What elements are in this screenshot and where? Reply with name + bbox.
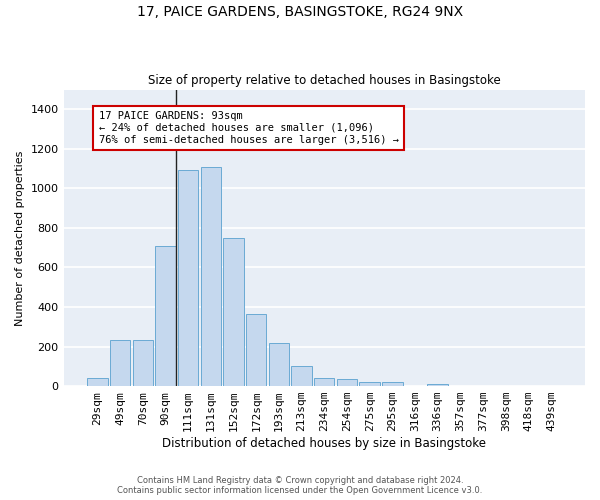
X-axis label: Distribution of detached houses by size in Basingstoke: Distribution of detached houses by size … [162,437,486,450]
Bar [337,379,357,386]
Bar [87,378,107,386]
Y-axis label: Number of detached properties: Number of detached properties [15,150,25,326]
Bar [359,382,380,386]
Bar [223,238,244,386]
Bar [110,340,130,386]
Bar [292,366,312,386]
Bar [246,314,266,386]
Text: Contains HM Land Registry data © Crown copyright and database right 2024.
Contai: Contains HM Land Registry data © Crown c… [118,476,482,495]
Bar [269,342,289,386]
Bar [200,166,221,386]
Title: Size of property relative to detached houses in Basingstoke: Size of property relative to detached ho… [148,74,500,87]
Bar [382,382,403,386]
Bar [178,170,199,386]
Text: 17 PAICE GARDENS: 93sqm
← 24% of detached houses are smaller (1,096)
76% of semi: 17 PAICE GARDENS: 93sqm ← 24% of detache… [98,112,398,144]
Text: 17, PAICE GARDENS, BASINGSTOKE, RG24 9NX: 17, PAICE GARDENS, BASINGSTOKE, RG24 9NX [137,5,463,19]
Bar [314,378,334,386]
Bar [427,384,448,386]
Bar [133,340,153,386]
Bar [155,246,176,386]
